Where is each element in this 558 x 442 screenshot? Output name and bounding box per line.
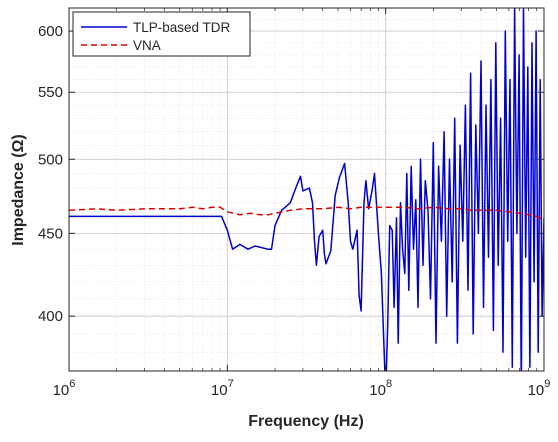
series-line-vna [69,206,544,222]
y-tick-label: 400 [38,308,63,325]
y-tick-label: 600 [38,23,63,40]
y-tick-label: 550 [38,84,63,101]
plot-frame [68,7,545,372]
y-tick-labels: 400 450 500 550 600 [38,23,63,325]
series-layer [69,8,544,371]
series-clip-group [69,8,544,371]
x-tick-label: 108 [369,378,392,399]
x-tick-label: 106 [53,378,76,399]
legend-label-tlp: TLP-based TDR [133,20,231,35]
y-tick-label: 500 [38,151,63,168]
legend: TLP-based TDR VNA [72,11,251,57]
legend-box [72,11,251,57]
x-tick-label: 107 [211,378,234,399]
y-tick-label: 450 [38,225,63,242]
y-axis-label: Impedance (Ω) [10,134,27,246]
axis-ticks [68,8,545,371]
x-axis-label: Frequency (Hz) [248,413,364,430]
series-line-tlp-tdr [69,8,544,371]
x-tick-labels: 106 107 108 109 [53,378,551,399]
legend-label-vna: VNA [133,38,161,53]
minor-grid [69,7,544,371]
x-tick-label: 109 [528,378,551,399]
